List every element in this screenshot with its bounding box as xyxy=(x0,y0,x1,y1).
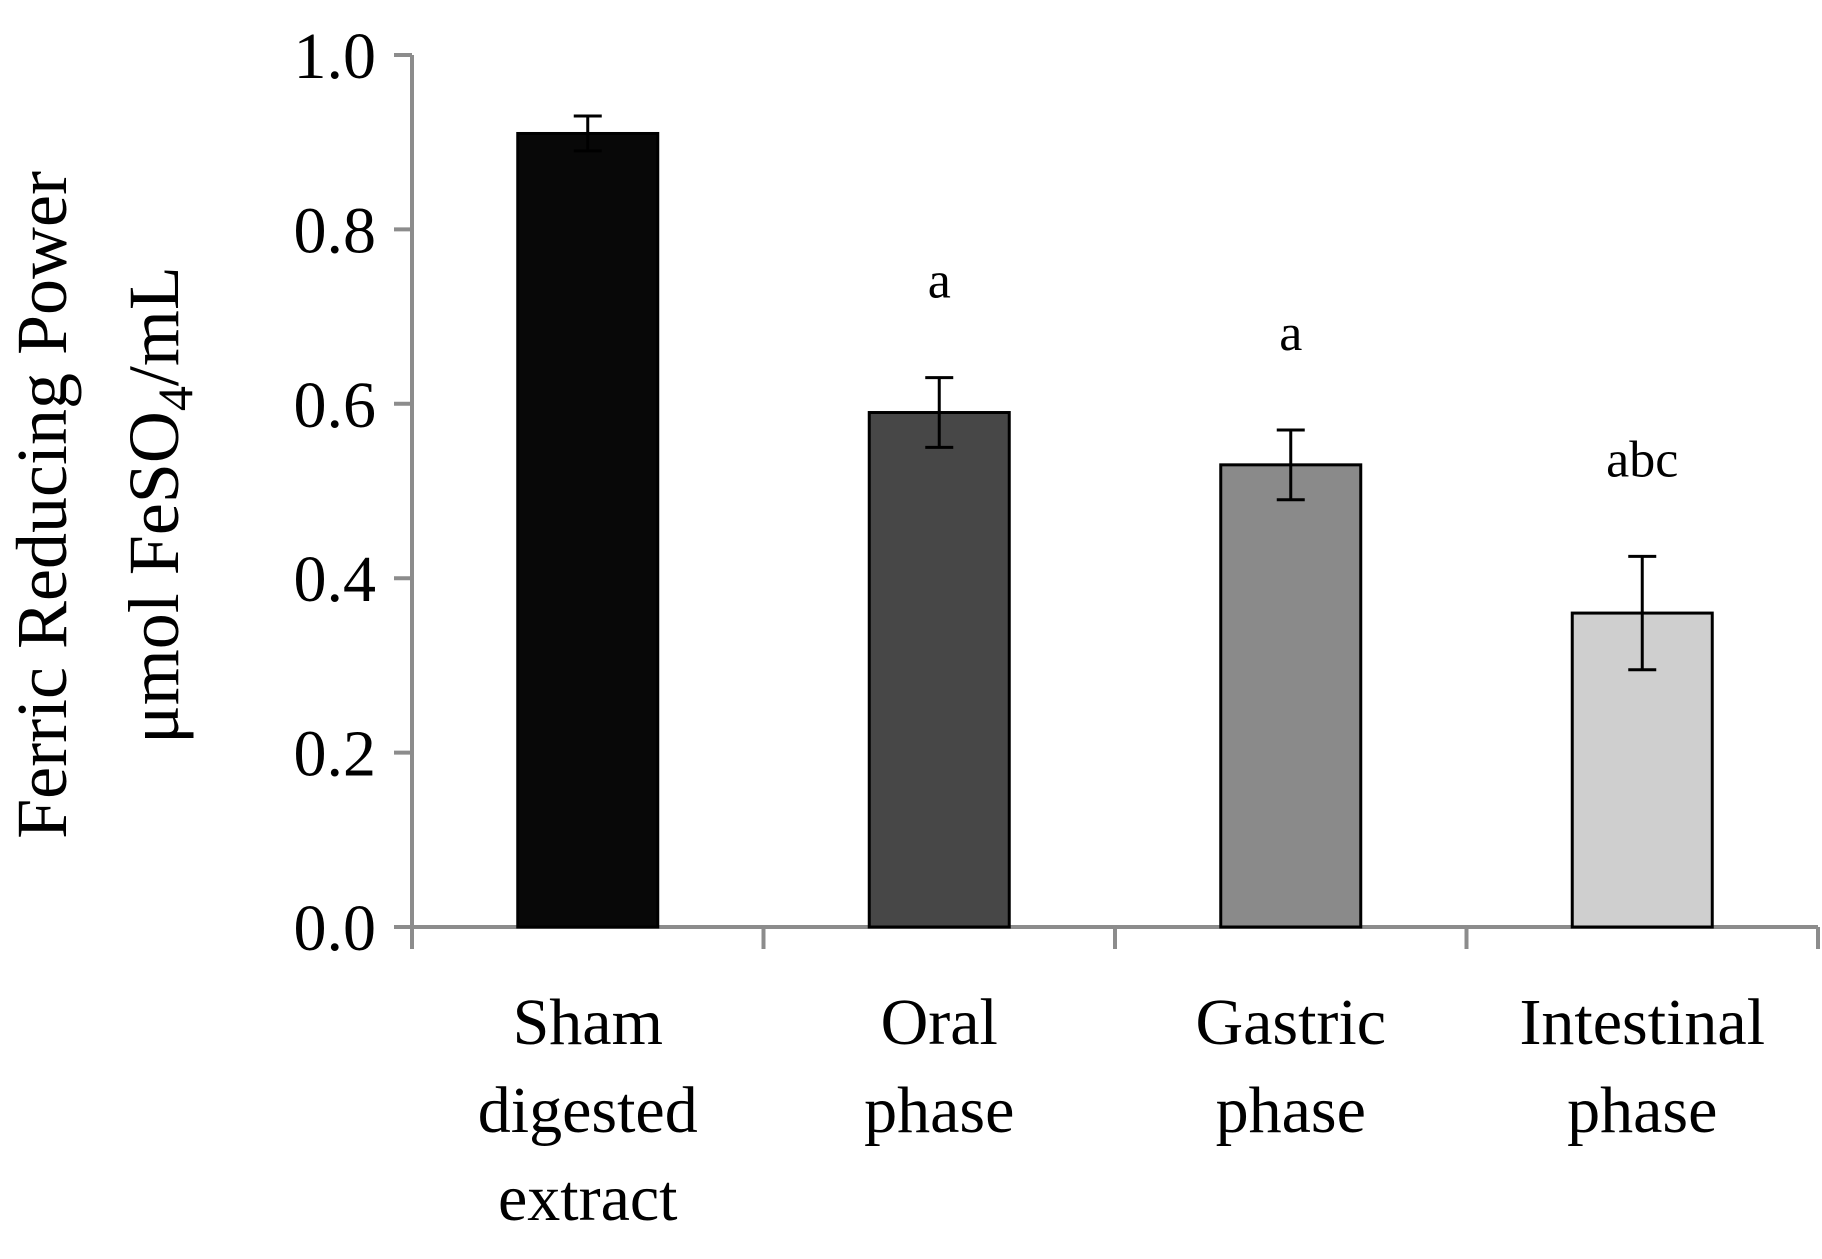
y-tick-label: 0.6 xyxy=(294,369,377,442)
category-label: Sham digested extract xyxy=(478,986,698,1235)
bars: a a abc xyxy=(516,114,1714,929)
axes: 0.0 0.2 0.4 0.6 0.8 1.0 xyxy=(294,20,1820,965)
category-label-line: digested xyxy=(478,1074,698,1147)
y-tick-label: 0.8 xyxy=(294,194,377,267)
y-axis-label-subscript: 4 xyxy=(147,386,203,411)
y-axis-label-line1: Ferric Reducing Power xyxy=(2,171,82,839)
bar xyxy=(1219,463,1363,929)
category-label-line: phase xyxy=(1216,1074,1366,1147)
y-tick-label: 0.0 xyxy=(294,892,377,965)
category-label: Intestinal phase xyxy=(1519,986,1765,1147)
y-axis-label-unit: μmol FeSO xyxy=(114,411,194,744)
category-label-line: phase xyxy=(1567,1074,1717,1147)
significance-label: abc xyxy=(1606,431,1678,488)
y-tick-label: 1.0 xyxy=(294,20,377,93)
y-axis-label-line2: μmol FeSO4/mL xyxy=(114,266,203,744)
category-label-line: Intestinal xyxy=(1519,986,1765,1059)
category-label-line: extract xyxy=(498,1162,678,1235)
category-label-line: phase xyxy=(864,1074,1014,1147)
bar xyxy=(867,411,1011,929)
category-label-line: Oral xyxy=(881,986,998,1059)
category-label: Gastric phase xyxy=(1195,986,1386,1147)
category-label-line: Sham xyxy=(513,986,663,1059)
y-tick-label: 0.4 xyxy=(294,543,377,616)
y-axis-label-unit-tail: /mL xyxy=(114,266,194,386)
bar xyxy=(516,131,660,929)
category-label: Oral phase xyxy=(864,986,1014,1147)
significance-label: a xyxy=(1279,305,1302,362)
category-labels: Sham digested extract Oral phase Gastric phase… xyxy=(478,986,1765,1235)
category-label-line: Gastric xyxy=(1195,986,1386,1059)
y-axis-label: Ferric Reducing Power μmol FeSO4/mL xyxy=(2,171,203,839)
significance-label: a xyxy=(928,253,951,310)
y-tick-label: 0.2 xyxy=(294,718,377,791)
